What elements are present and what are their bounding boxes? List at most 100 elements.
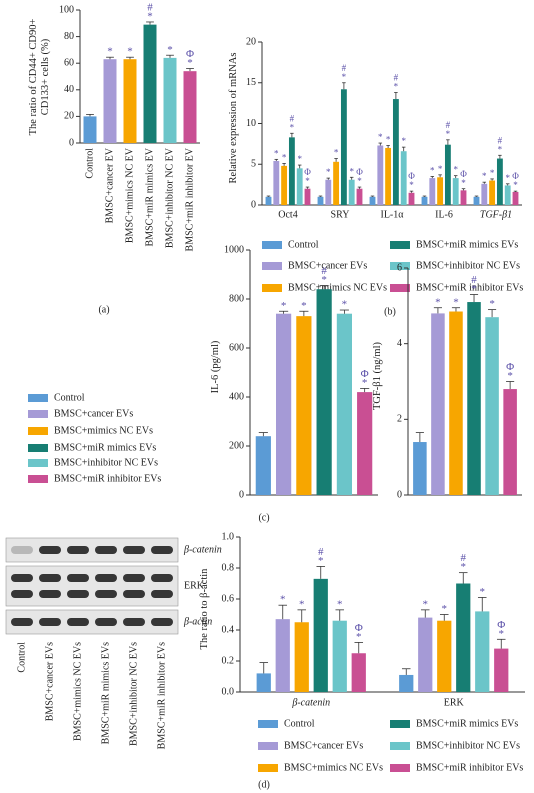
blot-band [67,590,89,598]
y-axis-label: The ratio of CD44+ CD90+ CD133+ cells (%… [28,18,51,135]
significance-mark: # [321,265,327,277]
y-tick-label: 10 [246,118,256,129]
y-tick-label: 60 [64,57,74,68]
bar [316,289,332,495]
legend-label: BMSC+miR inhibitor EVs [54,473,161,484]
x-tick-label: TGF-β1 [480,209,512,220]
significance-mark: * [297,154,302,164]
legend-label: Control [284,718,315,729]
blot-band [151,546,173,554]
bar [449,311,463,495]
legend-swatch [28,459,48,467]
legend-label: Control [288,239,319,250]
blot-band [11,546,33,554]
significance-mark: Φ [304,167,311,177]
significance-mark: * [282,152,287,162]
bar [313,578,328,692]
significance-mark: * [356,631,362,643]
bar [512,191,519,205]
bar [296,316,312,495]
bar [296,168,303,205]
bar [348,179,355,205]
blot-band [151,590,173,598]
blot-lane-label: BMSC+miR mimics EVs [100,642,111,744]
bar [357,392,373,495]
significance-mark: * [167,44,173,56]
legend-label: BMSC+miR inhibitor EVs [416,762,523,773]
panel-label: (a) [98,304,109,315]
significance-mark: * [461,561,467,573]
significance-mark: # [498,135,503,145]
blot-band [95,574,117,582]
significance-mark: * [461,178,466,188]
legend-swatch [28,394,48,402]
significance-mark: Φ [361,368,369,380]
legend-swatch [28,444,48,452]
bar [413,442,427,495]
bar [467,302,481,495]
y-axis-label: The ratio to β-actin [199,568,210,649]
legend-label: BMSC+miR mimics EVs [416,239,518,250]
significance-mark: * [127,46,133,58]
legend-label: BMSC+cancer EVs [284,740,363,751]
significance-mark: * [321,274,327,286]
y-tick-label: 0.8 [222,562,235,573]
x-tick-label: BMSC+inhibitor NC EV [164,147,175,248]
significance-mark: * [342,72,347,82]
significance-mark: Φ [355,622,363,634]
legend-swatch [258,742,278,750]
y-tick-label: 0 [69,137,74,148]
y-tick-label: 20 [246,36,256,47]
y-tick-label: 200 [229,440,244,451]
bar [83,116,97,143]
significance-mark: * [281,300,287,312]
legend-swatch [390,742,410,750]
significance-mark: * [453,296,459,308]
significance-mark: * [438,164,443,174]
significance-mark: * [401,136,406,146]
bar [437,620,452,692]
significance-mark: Φ [408,171,415,181]
blot-lane-label: BMSC+cancer EVs [44,642,55,721]
bar [385,147,392,205]
bar [431,313,445,495]
significance-mark: * [499,628,505,640]
y-tick-label: 80 [64,31,74,42]
y-tick-label: 40 [64,84,74,95]
significance-mark: * [342,299,348,311]
y-tick-label: 0 [251,199,256,210]
bar [288,137,295,205]
bar [256,673,271,692]
blot-band [67,546,89,554]
y-tick-label: 5 [251,159,256,170]
x-tick-label: IL-6 [435,209,453,220]
y-tick-label: 0.4 [222,624,235,635]
blot-band [151,574,173,582]
legend-swatch [262,284,282,292]
significance-mark: * [107,46,113,58]
significance-mark: * [280,594,286,606]
significance-mark: * [430,166,435,176]
x-tick-label: IL-1α [380,209,404,220]
blot-band-label: β-actin [183,616,212,627]
legend-swatch [28,427,48,435]
bar [392,99,399,205]
blot-panel [5,537,179,563]
significance-mark: * [357,176,362,186]
bar [452,178,459,205]
y-tick-label: 15 [246,77,256,88]
legend-label: BMSC+miR mimics EVs [54,442,156,453]
bar [183,71,197,143]
legend-label: BMSC+miR mimics EVs [416,718,518,729]
significance-mark: * [301,300,307,312]
legend-label: BMSC+inhibitor NC EVs [416,260,520,271]
blot-panel [5,565,179,607]
bar [275,619,290,692]
significance-mark: * [290,122,295,132]
blot-band [39,546,61,554]
y-tick-label: 600 [229,342,244,353]
significance-mark: * [378,132,383,142]
blot-band [123,546,145,554]
